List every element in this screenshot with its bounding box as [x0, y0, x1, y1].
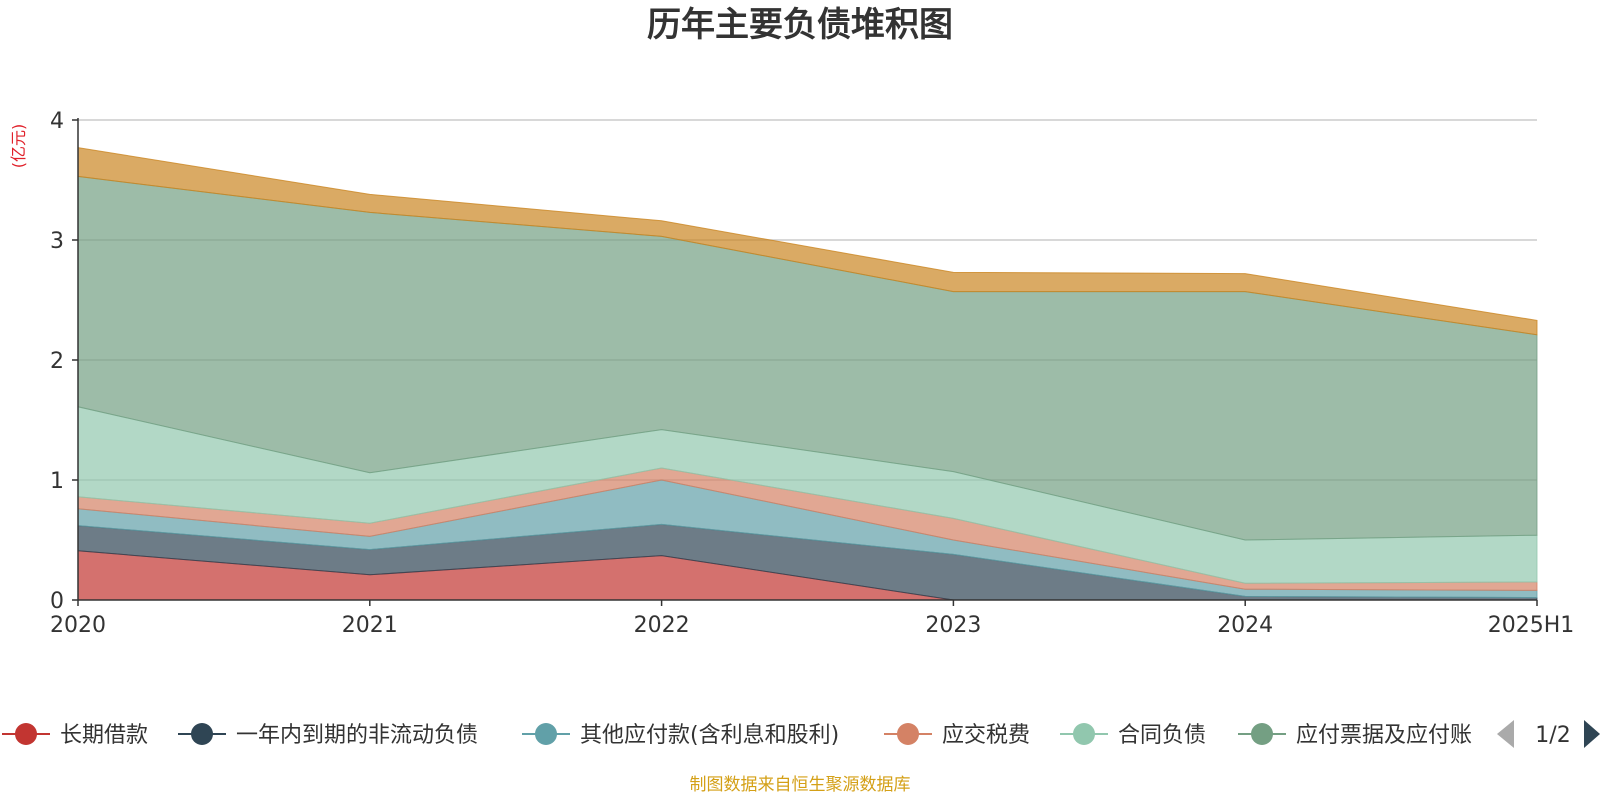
legend-label: 其他应付款(含利息和股利): [580, 723, 839, 748]
legend-swatch-marker: [535, 723, 557, 745]
legend-swatch-marker: [1073, 723, 1095, 745]
x-tick-label: 2022: [634, 613, 690, 638]
source-note: 制图数据来自恒生聚源数据库: [690, 775, 911, 795]
legend-item[interactable]: 一年内到期的非流动负债: [178, 723, 478, 748]
legend-label: 一年内到期的非流动负债: [236, 723, 478, 748]
x-tick-label: 2025H1: [1488, 613, 1575, 638]
triangle-left-icon[interactable]: [1497, 720, 1514, 748]
legend-item[interactable]: 其他应付款(含利息和股利): [522, 723, 839, 748]
chart-title: 历年主要负债堆积图: [647, 5, 953, 45]
legend-swatch-marker: [191, 723, 213, 745]
y-tick-label: 2: [50, 349, 64, 374]
y-tick-label: 4: [50, 109, 64, 134]
legend-label: 应交税费: [942, 723, 1030, 748]
axes: 0 1 2 3 4 2020 2021 2022 2023 2024 2025H1: [50, 109, 1574, 638]
legend-swatch-marker: [1251, 723, 1273, 745]
legend-label: 应付票据及应付账: [1296, 723, 1472, 748]
y-tick-label: 3: [50, 229, 64, 254]
legend-item[interactable]: 应付票据及应付账: [1238, 723, 1472, 748]
x-tick-label: 2021: [342, 613, 398, 638]
x-tick-label: 2024: [1217, 613, 1273, 638]
legend-swatch-marker: [15, 723, 37, 745]
y-unit-label: (亿元): [9, 124, 28, 169]
x-tick-label: 2023: [925, 613, 981, 638]
legend-label: 长期借款: [60, 723, 148, 748]
legend-swatch-marker: [897, 723, 919, 745]
legend-item[interactable]: 应交税费: [884, 723, 1030, 748]
legend-item[interactable]: 长期借款: [2, 723, 148, 748]
legend-page-indicator: 1/2: [1535, 723, 1570, 748]
y-tick-label: 0: [50, 589, 64, 614]
y-tick-label: 1: [50, 469, 64, 494]
legend-item[interactable]: 合同负债: [1060, 723, 1206, 748]
area-series-group: [77, 147, 1538, 601]
legend-label: 合同负债: [1118, 723, 1206, 748]
triangle-right-icon[interactable]: [1584, 720, 1600, 748]
legend-pager: 1/2: [1497, 720, 1600, 748]
legend: 长期借款 一年内到期的非流动负债 其他应付款(含利息和股利) 应交税费 合同负债 应付票据…: [2, 720, 1600, 748]
x-tick-label: 2020: [50, 613, 106, 638]
area-series-6: [77, 147, 1538, 336]
